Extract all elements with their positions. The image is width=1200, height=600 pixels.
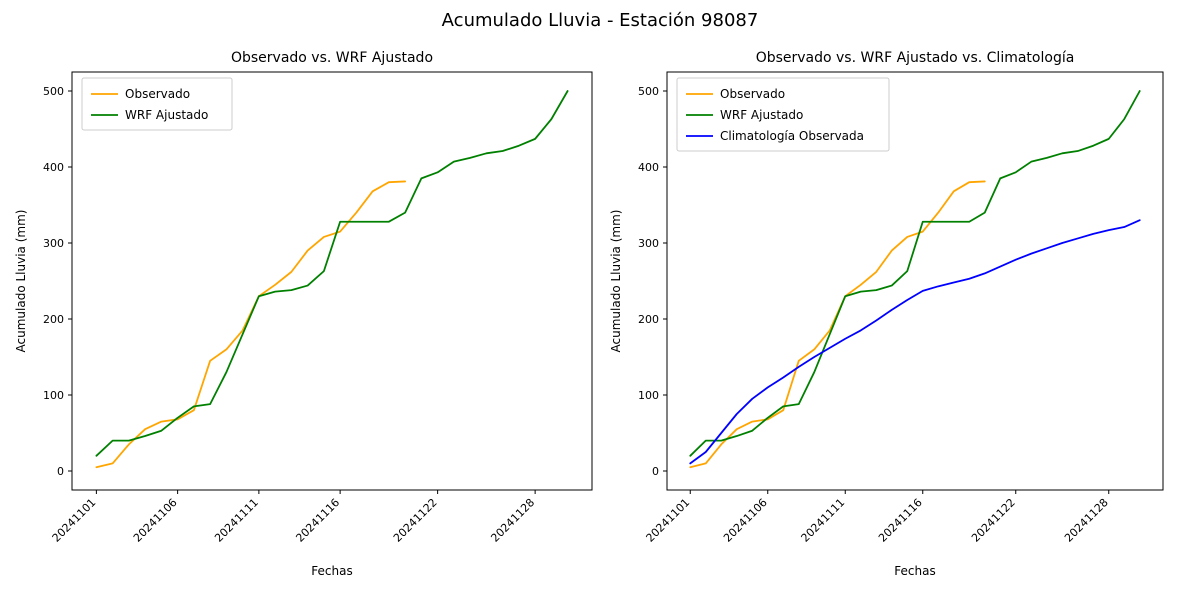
chart-2: 0 100 200 300 400 500 20241101 20241106 20241111… xyxy=(609,50,1164,578)
y-tick-label: 100 xyxy=(43,389,64,402)
legend-label-climatolog-a-observada: Climatología Observada xyxy=(720,129,864,143)
x-tick-label: 20241128 xyxy=(488,496,537,545)
x-tick-label: 20241111 xyxy=(799,496,848,545)
y-axis-label: Acumulado Lluvia (mm) xyxy=(14,210,28,353)
x-tick-label: 20241106 xyxy=(131,496,180,545)
y-tick-label: 0 xyxy=(652,465,659,478)
wrf-ajustado-line xyxy=(689,90,1141,457)
x-tick-label: 20241128 xyxy=(1062,496,1111,545)
y-axis-label: Acumulado Lluvia (mm) xyxy=(609,210,623,353)
y-tick-label: 400 xyxy=(43,161,64,174)
x-tick-label: 20241111 xyxy=(212,496,261,545)
figure-title: Acumulado Lluvia - Estación 98087 xyxy=(441,10,759,31)
y-tick-label: 300 xyxy=(638,237,659,250)
legend-box xyxy=(81,77,233,131)
chart-title: Observado vs. WRF Ajustado vs. Climatolo… xyxy=(756,50,1075,66)
y-tick-label: 500 xyxy=(43,85,64,98)
x-tick-label: 20241116 xyxy=(293,496,342,545)
x-axis-label: Fechas xyxy=(894,564,935,578)
x-tick-label: 20241101 xyxy=(644,496,693,545)
x-tick-label: 20241106 xyxy=(721,496,770,545)
y-tick-label: 200 xyxy=(638,313,659,326)
climatolog-a-observada-line xyxy=(689,219,1141,465)
legend-label-observado: Observado xyxy=(125,87,190,101)
plot-frame xyxy=(71,71,593,491)
y-tick-label: 500 xyxy=(638,85,659,98)
x-axis-label: Fechas xyxy=(311,564,352,578)
legend-label-wrf-ajustado: WRF Ajustado xyxy=(720,108,803,122)
x-tick-label: 20241122 xyxy=(969,496,1018,545)
x-tick-label: 20241101 xyxy=(50,496,99,545)
chart-title: Observado vs. WRF Ajustado xyxy=(231,50,433,66)
legend-box xyxy=(676,77,890,152)
y-tick-label: 400 xyxy=(638,161,659,174)
y-tick-label: 100 xyxy=(638,389,659,402)
legend-label-wrf-ajustado: WRF Ajustado xyxy=(125,108,208,122)
x-tick-label: 20241116 xyxy=(876,496,925,545)
chart-1: 0 100 200 300 400 500 20241101 20241106 20241111… xyxy=(14,50,593,578)
y-tick-label: 200 xyxy=(43,313,64,326)
legend-label-observado: Observado xyxy=(720,87,785,101)
y-tick-label: 0 xyxy=(57,465,64,478)
x-tick-label: 20241122 xyxy=(391,496,440,545)
wrf-ajustado-line xyxy=(95,90,569,457)
y-tick-label: 300 xyxy=(43,237,64,250)
